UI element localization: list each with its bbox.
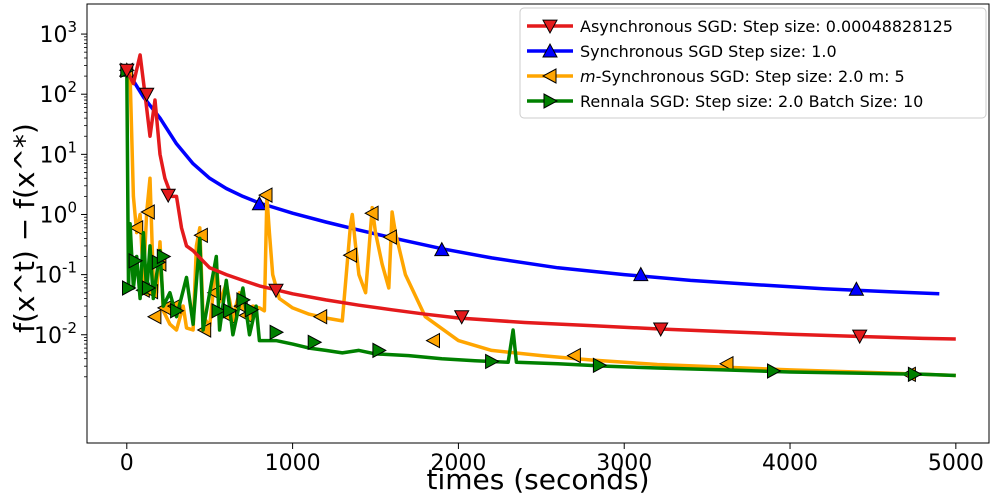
series-marker <box>307 334 323 351</box>
series-3 <box>120 62 956 383</box>
series-layer <box>118 53 956 383</box>
x-tick-label: 5000 <box>928 451 984 476</box>
series-marker <box>244 301 260 318</box>
series-marker <box>652 322 669 337</box>
legend-label: Rennala SGD: Step size: 2.0 Batch Size: … <box>580 92 923 111</box>
legend-item: Synchronous SGD Step size: 1.0 <box>527 42 837 61</box>
x-axis-label: times (seconds) <box>426 463 649 496</box>
series-marker <box>128 219 144 236</box>
series-marker <box>258 187 273 203</box>
series-marker <box>128 252 144 269</box>
legend-marker <box>542 19 558 35</box>
y-tick-exponent: 0 <box>67 198 77 216</box>
series-marker <box>138 87 155 103</box>
series-marker <box>592 357 608 374</box>
legend-item: Rennala SGD: Step size: 2.0 Batch Size: … <box>527 92 923 111</box>
legend-marker <box>542 42 558 58</box>
series-marker <box>170 302 185 319</box>
y-tick-label: 10-1 <box>34 259 77 289</box>
series-marker <box>848 281 865 296</box>
y-axis-label: f(x^t) − f(x^*) <box>8 123 41 333</box>
legend-item: m-Synchronous SGD: Step size: 2.0 m: 5 <box>527 67 905 86</box>
y-tick-label: 100 <box>39 198 77 228</box>
series-marker <box>269 324 285 341</box>
x-tick-label: 0 <box>120 451 134 476</box>
y-tick-label: 103 <box>39 18 77 48</box>
legend-label: Asynchronous SGD: Step size: 0.000488281… <box>580 17 953 36</box>
series-marker <box>122 280 137 296</box>
series-line <box>125 69 940 296</box>
series-marker <box>907 366 923 383</box>
series-marker <box>632 266 649 282</box>
y-tick-base: 10 <box>39 83 67 108</box>
y-tick-label: 101 <box>39 138 77 168</box>
series-marker <box>382 229 397 245</box>
x-tick-label: 2000 <box>430 451 486 476</box>
legend-item: Asynchronous SGD: Step size: 0.000488281… <box>527 17 953 36</box>
series-marker <box>425 332 440 349</box>
series-marker <box>312 308 328 325</box>
series-marker <box>342 247 358 264</box>
y-tick-base: 10 <box>39 203 67 228</box>
x-tick-label: 4000 <box>762 451 818 476</box>
series-marker <box>453 310 470 325</box>
x-tick-label: 3000 <box>596 451 652 476</box>
plot-frame <box>86 3 990 444</box>
legend-label-italic: m <box>580 67 596 86</box>
series-marker <box>236 292 251 308</box>
y-tick-exponent: 1 <box>67 138 77 156</box>
series-marker <box>268 283 284 299</box>
legend-label: Synchronous SGD Step size: 1.0 <box>580 42 837 61</box>
series-marker <box>156 248 172 265</box>
legend-label-rest: -Synchronous SGD: Step size: 2.0 m: 5 <box>596 67 905 86</box>
y-tick-base: 10 <box>39 23 67 48</box>
legend: Asynchronous SGD: Step size: 0.000488281… <box>519 7 987 119</box>
series-marker <box>364 205 379 222</box>
legend-marker <box>541 68 557 84</box>
y-tick-base: 10 <box>34 324 62 349</box>
legend-box <box>519 7 987 119</box>
series-marker <box>141 280 157 296</box>
y-tick-base: 10 <box>34 264 62 289</box>
series-marker <box>223 302 238 319</box>
y-tick-exponent: 3 <box>67 18 77 36</box>
y-tick-exponent: -2 <box>62 319 77 337</box>
legend-label: m-Synchronous SGD: Step size: 2.0 m: 5 <box>580 67 905 86</box>
legend-marker <box>543 93 559 109</box>
y-tick-exponent: -1 <box>62 259 77 277</box>
y-tick-base: 10 <box>39 143 67 168</box>
series-marker <box>566 347 581 364</box>
series-marker <box>767 363 782 379</box>
series-marker <box>140 204 155 220</box>
series-marker <box>160 188 177 204</box>
x-tick-label: 1000 <box>265 451 321 476</box>
y-tick-exponent: 2 <box>67 78 77 96</box>
series-marker <box>146 308 162 325</box>
y-tick-label: 102 <box>39 78 77 108</box>
series-marker <box>118 63 135 79</box>
series-marker <box>251 195 268 211</box>
series-marker <box>718 355 734 372</box>
series-0 <box>118 53 956 345</box>
series-marker <box>211 302 227 319</box>
series-marker <box>433 241 450 257</box>
series-marker <box>851 329 868 345</box>
series-line <box>125 53 956 341</box>
series-marker <box>372 342 387 359</box>
x-axis-ticks: 0 1000 2000 3000 4000 5000 <box>120 443 984 476</box>
series-marker <box>485 353 500 370</box>
y-tick-label: 10-2 <box>34 319 77 349</box>
